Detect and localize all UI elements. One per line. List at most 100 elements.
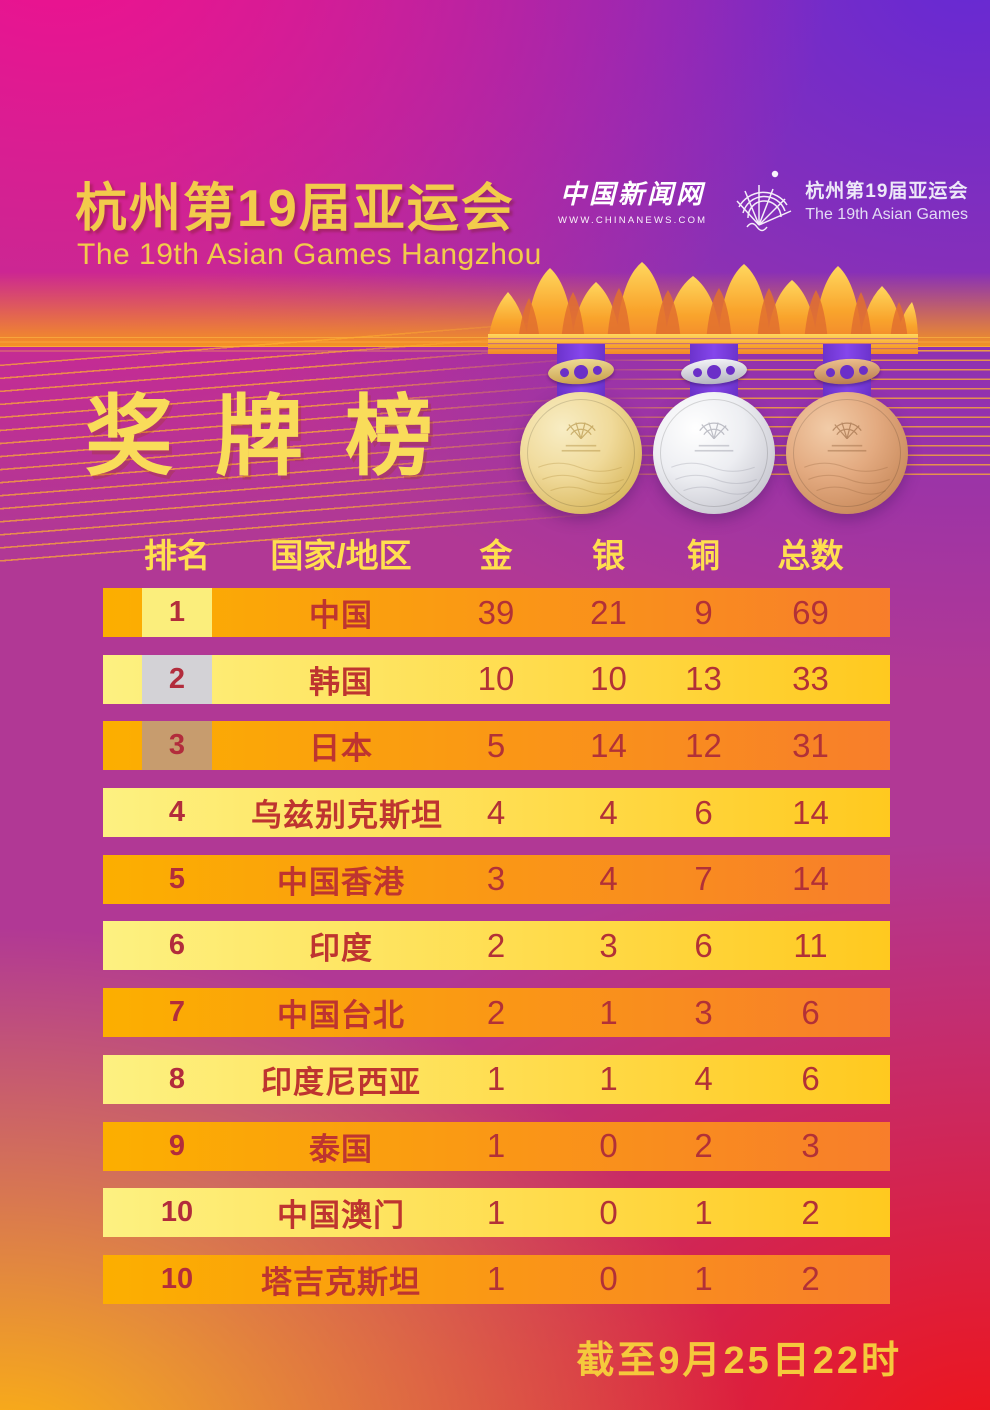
rank-value: 8 <box>168 1062 186 1095</box>
rank-cell: 9 <box>103 1122 251 1171</box>
rank-cell: 5 <box>103 855 251 904</box>
region-cell: 日本 <box>309 731 373 767</box>
silver-count-cell: 10 <box>590 660 627 698</box>
gold-count-cell: 10 <box>477 660 515 698</box>
rank-cell: 10 <box>103 1255 251 1304</box>
column-header-total: 总数 <box>777 537 844 574</box>
column-header-rank: 排名 <box>144 537 210 574</box>
rank-cell: 10 <box>103 1188 251 1237</box>
table-row: 2 韩国 10 10 13 33 <box>103 654 890 704</box>
cutoff-note: 截至9月25日22时 <box>576 1340 902 1382</box>
gold-count-cell: 1 <box>486 1260 506 1298</box>
bronze-count-cell: 1 <box>694 1260 713 1298</box>
rank-cell: 1 <box>103 588 251 637</box>
rank-cell: 3 <box>103 721 251 771</box>
bronze-count-cell: 9 <box>694 593 713 631</box>
table-row: 1 中国 39 21 9 69 <box>103 588 890 637</box>
gold-count-cell: 4 <box>486 793 506 831</box>
medal-disc <box>653 392 775 514</box>
total-count-cell: 2 <box>801 1260 820 1298</box>
gold-count-cell: 2 <box>486 993 506 1031</box>
region-cell: 印度 <box>309 931 373 967</box>
region-cell: 韩国 <box>309 664 373 700</box>
silver-count-cell: 1 <box>599 1060 618 1098</box>
rank-value: 10 <box>160 1196 194 1229</box>
silver-count-cell: 0 <box>599 1260 618 1298</box>
stadium-flame-icon <box>488 262 918 354</box>
gold-medal-icon <box>520 344 642 516</box>
table-row: 6 印度 2 3 6 11 <box>103 921 890 971</box>
region-cell: 中国澳门 <box>277 1198 405 1234</box>
rank-value: 5 <box>168 862 186 895</box>
gold-count-cell: 1 <box>486 1193 506 1231</box>
total-count-cell: 14 <box>792 793 829 831</box>
rank-value: 10 <box>160 1262 194 1295</box>
total-count-cell: 6 <box>801 1060 820 1098</box>
table-header-row: 排名 国家/地区 金 银 铜 总数 <box>103 528 890 578</box>
games-logo-text: 杭州第19届亚运会 The 19th Asian Games <box>805 176 968 224</box>
medal-table-rows: 1 中国 39 21 9 69 2 韩国 10 10 13 33 3 日本 5 … <box>103 588 890 1304</box>
gold-count-cell: 3 <box>486 860 506 898</box>
asian-games-emblem-icon <box>735 167 795 233</box>
bronze-count-cell: 2 <box>694 1127 713 1164</box>
table-row: 10 中国澳门 1 0 1 2 <box>103 1188 890 1238</box>
table-row: 4 乌兹别克斯坦 4 4 6 14 <box>103 788 890 838</box>
column-header-silver: 银 <box>592 537 625 574</box>
bronze-count-cell: 6 <box>694 793 713 831</box>
column-header-region: 国家/地区 <box>270 537 412 574</box>
chinanews-name: 中国新闻网 <box>560 180 706 210</box>
table-row: 3 日本 5 14 12 31 <box>103 721 890 771</box>
rank-value: 3 <box>168 729 186 762</box>
bronze-count-cell: 4 <box>694 1060 713 1098</box>
games-logo-subtitle: The 19th Asian Games <box>805 206 969 223</box>
rank-cell: 6 <box>103 921 251 970</box>
table-row: 10 塔吉克斯坦 1 0 1 2 <box>103 1254 890 1304</box>
medal-disc <box>520 392 642 514</box>
medal-disc <box>786 392 908 514</box>
silver-count-cell: 3 <box>599 926 618 964</box>
event-title: 杭州第19届亚运会 <box>75 180 515 238</box>
sun-dot-icon <box>772 170 779 178</box>
rank-cell: 7 <box>103 988 251 1037</box>
medal-engraving-icon <box>671 422 757 495</box>
rank-value: 9 <box>168 1129 186 1162</box>
silver-count-cell: 14 <box>590 726 627 764</box>
total-count-cell: 11 <box>793 926 828 964</box>
medal-table: 排名 国家/地区 金 银 铜 总数 1 中国 39 21 9 69 2 韩国 1… <box>103 528 890 1322</box>
total-count-cell: 31 <box>792 726 829 764</box>
medal-engraving-icon <box>804 422 890 495</box>
silver-count-cell: 0 <box>599 1127 618 1164</box>
region-cell: 中国香港 <box>277 864 405 900</box>
total-count-cell: 3 <box>801 1127 820 1164</box>
table-row: 9 泰国 1 0 2 3 <box>103 1121 890 1171</box>
gold-count-cell: 1 <box>486 1060 506 1098</box>
rank-cell: 8 <box>103 1055 251 1104</box>
rank-cell: 2 <box>103 654 251 704</box>
region-cell: 中国 <box>309 598 373 633</box>
silver-count-cell: 21 <box>590 593 627 631</box>
column-header-gold: 金 <box>479 537 513 574</box>
table-row: 8 印度尼西亚 1 1 4 6 <box>103 1054 890 1104</box>
table-row: 7 中国台北 2 1 3 6 <box>103 988 890 1038</box>
silver-count-cell: 4 <box>599 793 618 831</box>
column-header-bronze: 铜 <box>687 537 720 574</box>
total-count-cell: 33 <box>792 660 829 698</box>
silver-count-cell: 1 <box>599 993 618 1031</box>
chinanews-url: WWW.CHINANEWS.COM <box>558 215 708 226</box>
rank-badge <box>142 721 212 771</box>
region-cell: 印度尼西亚 <box>261 1064 421 1100</box>
table-row: 5 中国香港 3 4 7 14 <box>103 854 890 904</box>
bronze-medal-icon <box>786 344 908 516</box>
region-cell: 塔吉克斯坦 <box>261 1264 421 1300</box>
silver-count-cell: 4 <box>599 860 618 898</box>
total-count-cell: 69 <box>792 593 829 631</box>
rank-badge <box>142 654 212 704</box>
region-cell: 泰国 <box>309 1131 373 1167</box>
medal-board-title: 奖牌榜 <box>85 387 476 486</box>
bronze-count-cell: 12 <box>685 726 722 764</box>
logo-cluster: 中国新闻网 WWW.CHINANEWS.COM 杭州第19届亚运会 The 19… <box>558 158 968 242</box>
region-cell: 乌兹别克斯坦 <box>251 798 443 834</box>
rank-value: 2 <box>168 662 186 695</box>
gold-count-cell: 39 <box>477 593 515 631</box>
